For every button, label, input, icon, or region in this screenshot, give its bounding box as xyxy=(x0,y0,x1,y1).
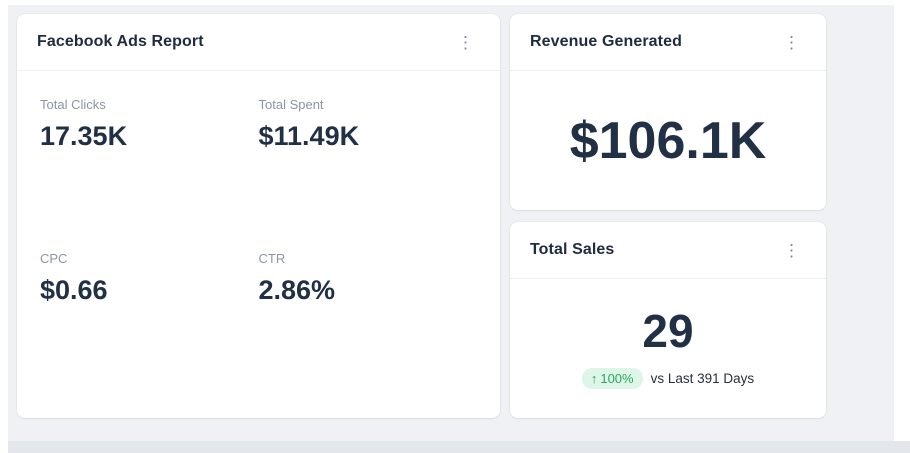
metric-value: $11.49K xyxy=(258,121,360,151)
sales-compare-row: ↑ 100% vs Last 391 Days xyxy=(581,368,755,389)
revenue-value: $106.1K xyxy=(569,111,767,170)
bottom-scroll-strip[interactable] xyxy=(8,441,910,453)
revenue-generated-card: Revenue Generated ⋮ $106.1K xyxy=(510,14,826,210)
card-header: Revenue Generated ⋮ xyxy=(510,14,826,71)
arrow-up-icon: ↑ xyxy=(590,371,598,386)
card-header: Facebook Ads Report ⋮ xyxy=(17,14,500,71)
metric-label: Total Spent xyxy=(258,97,324,112)
kebab-menu-icon[interactable]: ⋮ xyxy=(783,240,800,260)
card-title: Total Sales xyxy=(530,241,615,258)
revenue-body: $106.1K xyxy=(510,71,826,210)
metric-label: Total Clicks xyxy=(40,97,106,112)
kebab-menu-icon[interactable]: ⋮ xyxy=(457,32,474,52)
sales-value: 29 xyxy=(642,305,694,357)
total-sales-card: Total Sales ⋮ 29 ↑ 100% vs Last 391 Days xyxy=(510,222,826,418)
metric-value: 2.86% xyxy=(258,275,336,305)
metric-total-clicks: Total Clicks 17.35K xyxy=(40,97,259,152)
metric-label: CPC xyxy=(40,251,68,266)
change-badge: ↑ 100% xyxy=(581,368,643,389)
sales-body: 29 ↑ 100% vs Last 391 Days xyxy=(510,279,826,418)
card-header: Total Sales ⋮ xyxy=(510,222,826,279)
change-percent: 100% xyxy=(600,371,634,386)
metric-value: $0.66 xyxy=(40,275,108,305)
compare-period-text: vs Last 391 Days xyxy=(650,371,755,386)
metric-cpc: CPC $0.66 xyxy=(40,251,259,306)
metric-value: 17.35K xyxy=(40,121,128,151)
metric-ctr: CTR 2.86% xyxy=(259,251,478,306)
facebook-metrics-grid: Total Clicks 17.35K Total Spent $11.49K … xyxy=(17,71,500,306)
card-title: Facebook Ads Report xyxy=(37,33,204,50)
metric-total-spent: Total Spent $11.49K xyxy=(259,97,478,152)
card-title: Revenue Generated xyxy=(530,33,682,50)
metric-label: CTR xyxy=(258,251,286,266)
kebab-menu-icon[interactable]: ⋮ xyxy=(783,32,800,52)
facebook-ads-report-card: Facebook Ads Report ⋮ Total Clicks 17.35… xyxy=(17,14,500,418)
